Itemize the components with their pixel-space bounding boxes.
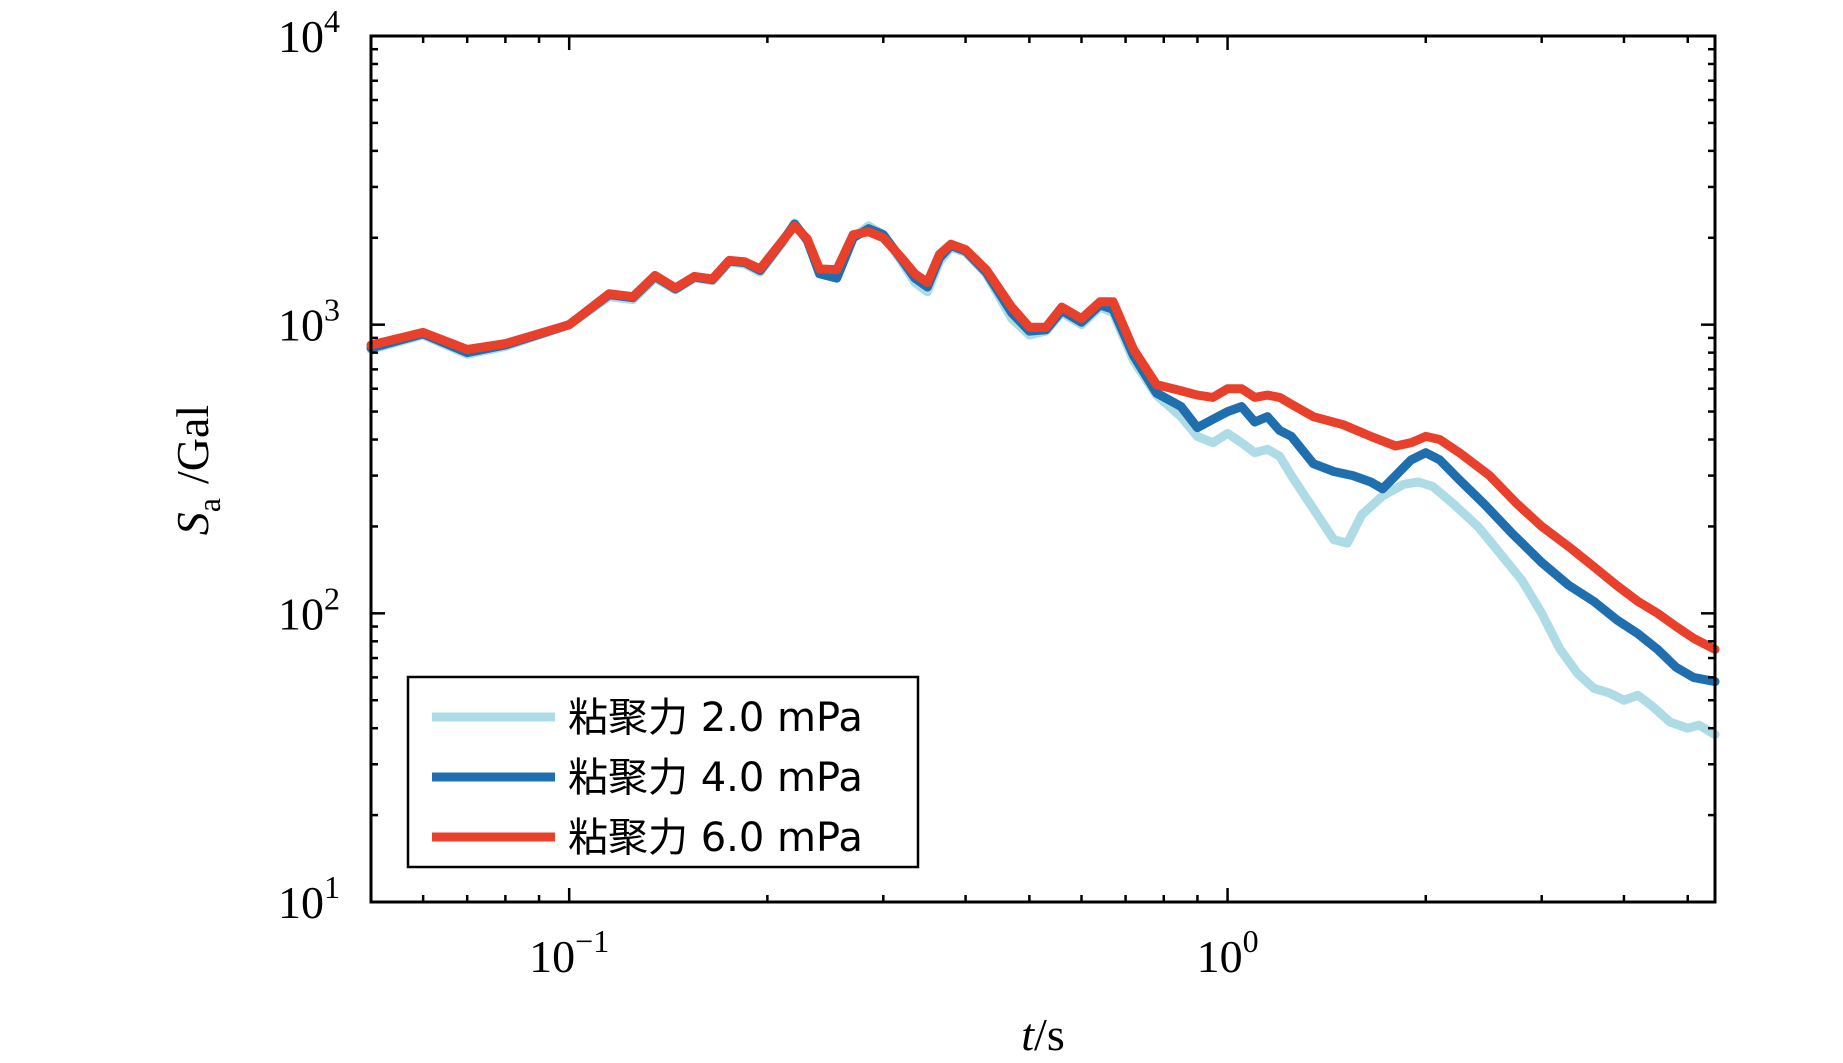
x-tick-label: 100 [1197, 923, 1259, 982]
x-tick-label: 10−1 [529, 923, 609, 982]
series-layer [366, 218, 1720, 740]
series-line-3 [366, 221, 1720, 654]
legend-label-2: 粘聚力 4.0 mPa [568, 755, 863, 801]
y-tick-label: 103 [278, 292, 340, 351]
y-axis-label-var: S [167, 512, 218, 535]
plot-frame [369, 34, 1717, 904]
y-tick-label: 102 [278, 580, 340, 639]
legend: 粘聚力 2.0 mPa 粘聚力 4.0 mPa 粘聚力 6.0 mPa [406, 675, 920, 869]
x-axis-label-unit: /s [1034, 1009, 1065, 1060]
y-tick-label: 101 [278, 869, 340, 928]
y-tick-label: 104 [278, 3, 340, 62]
x-axis-label-var: t [1021, 1009, 1035, 1060]
legend-label-1: 粘聚力 2.0 mPa [568, 695, 863, 741]
y-axis-label: Sa/Gal [167, 405, 227, 535]
tick-layer [369, 34, 1715, 904]
legend-label-3: 粘聚力 6.0 mPa [568, 815, 863, 861]
x-axis-label: t/s [1021, 1009, 1064, 1060]
y-axis-label-sub: a [191, 498, 227, 512]
y-axis-label-unit: /Gal [167, 405, 218, 484]
